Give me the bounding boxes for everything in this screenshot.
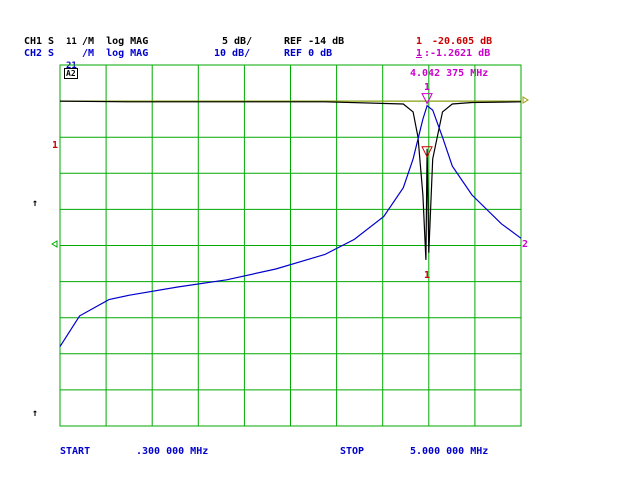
marker2-number: 1 (416, 48, 423, 59)
ch2-scale: 10 dB/ (214, 48, 251, 59)
ch1-label: CH1 (24, 36, 43, 47)
ch2-ref-pointer (51, 240, 58, 248)
scale-arrow-upper: ↑ (32, 198, 39, 209)
header-ch1: CH1 S 11 /M log MAG 5 dB/ REF -14 dB (0, 0, 640, 47)
ch1-param-sub: 11 (66, 37, 77, 47)
ch2-param: S (48, 48, 55, 59)
traces (59, 100, 522, 347)
ch2-label: CH2 (24, 48, 43, 59)
header-ch2: CH2 S 21 /M log MAG 10 dB/ REF 0 dB (0, 12, 640, 71)
ch1-ref-indicator: 1 (52, 140, 59, 151)
ch1-ref: REF -14 dB (284, 36, 345, 47)
start-label: START (60, 446, 91, 457)
marker-ch2-triangle (421, 93, 433, 105)
ch1-scale: 5 dB/ (222, 36, 253, 47)
ch1-param: S (48, 36, 55, 47)
marker-symbols (51, 93, 529, 248)
stop-label: STOP (340, 446, 365, 457)
ch1-format: /M log MAG (82, 36, 149, 47)
marker1-number: 1 (416, 36, 423, 47)
marker1-value: -20.605 dB (432, 36, 493, 47)
ch2-end-indicator: 2 (522, 239, 529, 250)
ch2-ref: REF 0 dB (284, 48, 333, 59)
marker-label-top: 1 (424, 82, 431, 93)
channel-box-label: A2 (64, 68, 78, 79)
marker-frequency: 4.042 375 MHz (410, 68, 489, 79)
marker2-value: :-1.2621 dB (424, 48, 491, 59)
marker-ch1-triangle (421, 146, 433, 158)
trace-ch2-s21 (59, 104, 522, 347)
trace-ch1-s11 (59, 100, 522, 260)
marker-label-bottom: 1 (424, 270, 431, 281)
ch2-param-sub: 21 (66, 61, 77, 71)
ch2-format: /M log MAG (82, 48, 149, 59)
stop-value: 5.000 000 MHz (410, 446, 489, 457)
start-value: .300 000 MHz (136, 446, 209, 457)
scale-arrow-lower: ↑ (32, 408, 39, 419)
ch1-ref-pointer (522, 96, 529, 104)
graticule (59, 64, 522, 427)
